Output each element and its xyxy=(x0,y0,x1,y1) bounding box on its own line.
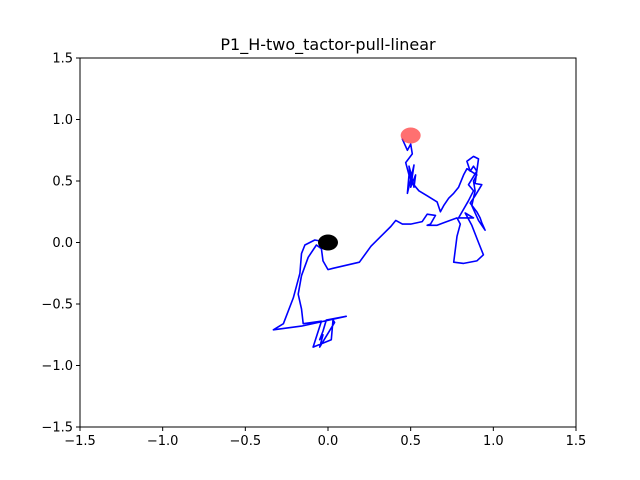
data-layer xyxy=(272,127,486,348)
x-tick-label: −1.0 xyxy=(147,434,179,449)
y-tick-label: 1.0 xyxy=(52,113,73,128)
x-tick-label: 1.5 xyxy=(566,434,587,449)
x-tick-label: 0.5 xyxy=(400,434,421,449)
y-tick-label: −0.5 xyxy=(41,298,73,313)
y-tick-label: 0.0 xyxy=(52,236,73,251)
trajectory-line xyxy=(272,138,486,348)
axes: −1.5 −1.0 −0.5 0.0 0.5 1.0 1.5 −1.5 −1.0 −0.5 0.0 0… xyxy=(41,52,586,450)
x-tick-label: −1.5 xyxy=(64,434,96,449)
y-tick-label: −1.0 xyxy=(41,359,73,374)
x-tick-label: 0.0 xyxy=(318,434,339,449)
x-tick-label: 1.0 xyxy=(483,434,504,449)
y-tick-label: 0.5 xyxy=(52,175,73,190)
x-tick-label: −0.5 xyxy=(230,434,262,449)
start-marker xyxy=(318,234,338,251)
chart-title: P1_H-two_tactor-pull-linear xyxy=(220,35,436,55)
y-tick-label: −1.5 xyxy=(41,421,73,436)
y-tick-label: 1.5 xyxy=(52,52,73,67)
plot-area xyxy=(272,127,486,348)
target-marker xyxy=(400,127,421,144)
